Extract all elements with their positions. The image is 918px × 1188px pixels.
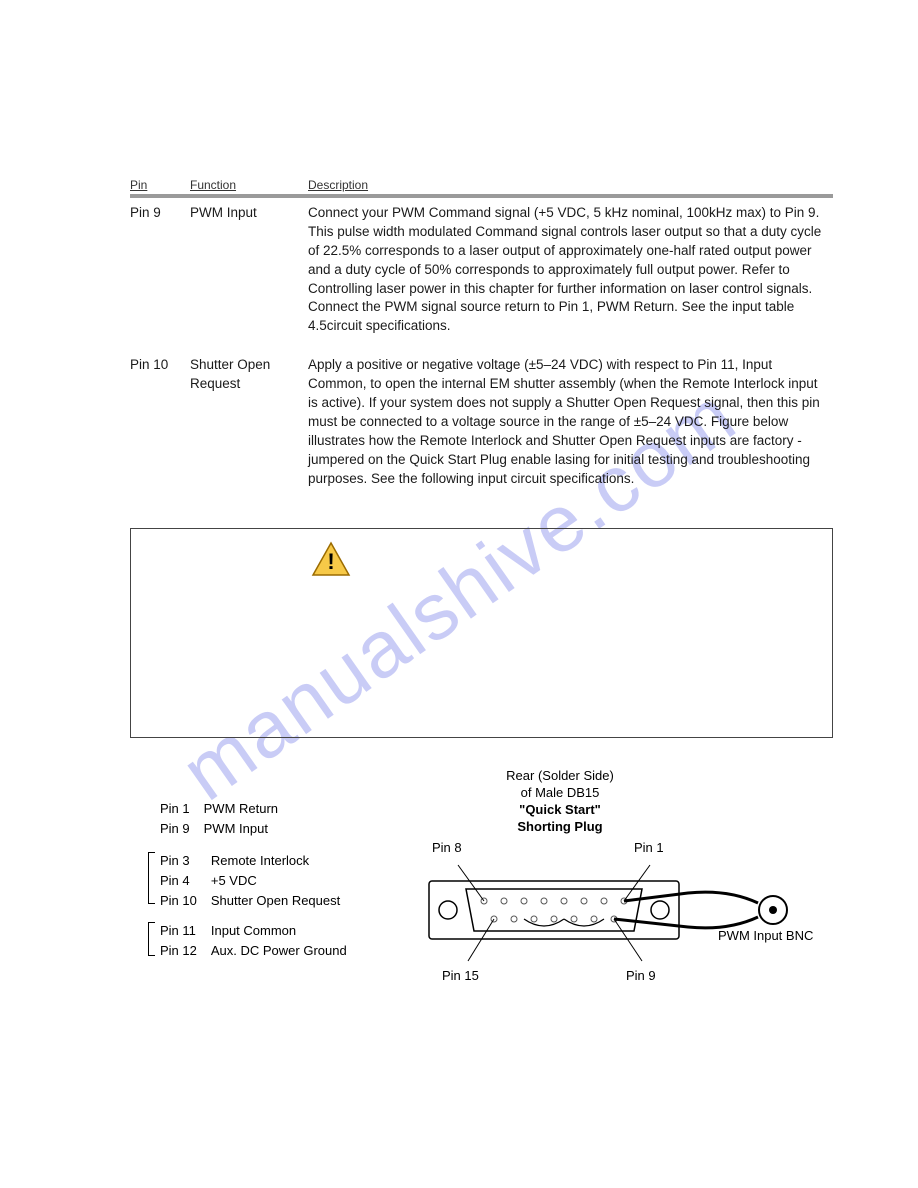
pin-description-table: Pin Function Description Pin 9 PWM Input…	[130, 178, 833, 502]
legend-label: Remote Interlock	[211, 852, 352, 870]
legend-pin: Pin 1	[160, 800, 202, 818]
table-row: Pin 10 Shutter Open Request Apply a posi…	[130, 350, 833, 502]
svg-text:!: !	[327, 549, 334, 574]
diagram-title-line: Shorting Plug	[517, 819, 602, 834]
diagram-title-line: of Male DB15	[521, 785, 600, 800]
cell-pin: Pin 10	[130, 350, 190, 502]
table-header-function: Function	[190, 178, 308, 196]
callout-bnc: PWM Input BNC	[718, 928, 813, 943]
legend-pin: Pin 12	[160, 942, 209, 960]
diagram-title: Rear (Solder Side) of Male DB15 "Quick S…	[470, 768, 650, 836]
callout-pin8: Pin 8	[432, 840, 462, 855]
diagram-title-line: "Quick Start"	[519, 802, 601, 817]
cell-description: Connect your PWM Command signal (+5 VDC,…	[308, 196, 833, 350]
pin-legend-group: Pin 3Remote Interlock Pin 4+5 VDC Pin 10…	[158, 850, 354, 911]
callout-pin1: Pin 1	[634, 840, 664, 855]
callout-pin9: Pin 9	[626, 968, 656, 983]
legend-pin: Pin 10	[160, 892, 209, 910]
pin-legend-group: Pin 1PWM Return Pin 9PWM Input	[158, 798, 292, 839]
pin-legend-group: Pin 11Input Common Pin 12Aux. DC Power G…	[158, 920, 361, 961]
legend-label: Input Common	[211, 922, 359, 940]
warning-triangle-icon: !	[311, 541, 351, 582]
cell-function: Shutter Open Request	[190, 350, 308, 502]
bracket-icon	[148, 922, 155, 956]
table-header-pin: Pin	[130, 178, 190, 196]
bracket-icon	[148, 852, 155, 904]
legend-label: +5 VDC	[211, 872, 352, 890]
diagram-title-line: Rear (Solder Side)	[506, 768, 614, 783]
quick-start-plug-diagram: Rear (Solder Side) of Male DB15 "Quick S…	[130, 768, 833, 1028]
warning-box: !	[130, 528, 833, 738]
table-header-description: Description	[308, 178, 833, 196]
cell-pin: Pin 9	[130, 196, 190, 350]
cell-description: Apply a positive or negative voltage (±5…	[308, 350, 833, 502]
legend-pin: Pin 11	[160, 922, 209, 940]
legend-pin: Pin 4	[160, 872, 209, 890]
table-row: Pin 9 PWM Input Connect your PWM Command…	[130, 196, 833, 350]
legend-label: Aux. DC Power Ground	[211, 942, 359, 960]
page-content: Pin Function Description Pin 9 PWM Input…	[0, 0, 918, 1028]
legend-label: Shutter Open Request	[211, 892, 352, 910]
callout-pin15: Pin 15	[442, 968, 479, 983]
legend-label: PWM Return	[204, 800, 290, 818]
legend-pin: Pin 3	[160, 852, 209, 870]
cell-function: PWM Input	[190, 196, 308, 350]
legend-pin: Pin 9	[160, 820, 202, 838]
legend-label: PWM Input	[204, 820, 290, 838]
